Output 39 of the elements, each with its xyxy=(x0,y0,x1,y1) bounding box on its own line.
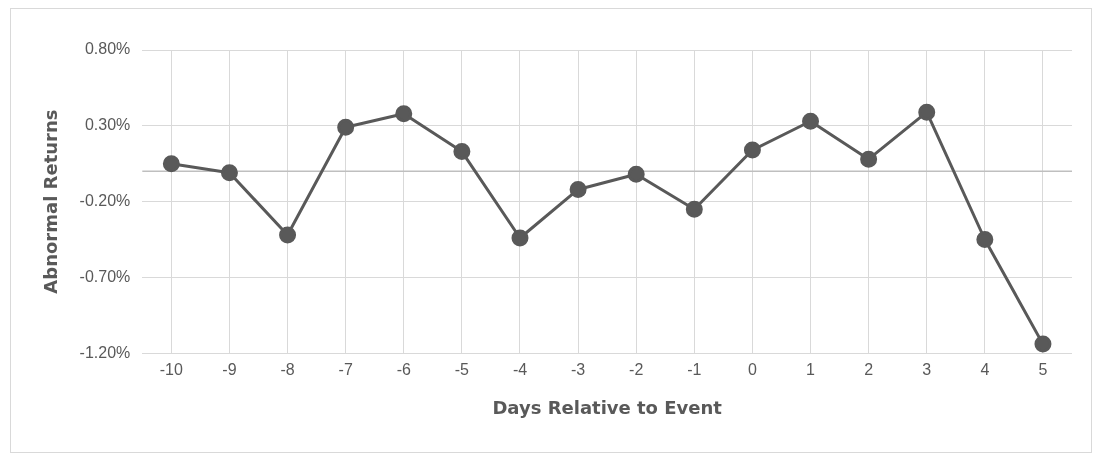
point xyxy=(220,164,238,182)
x-tick-label: -7 xyxy=(338,361,353,379)
point xyxy=(685,200,703,218)
x-tick-label: 4 xyxy=(980,361,990,379)
y-tick-label: -1.20% xyxy=(79,343,131,361)
x-tick-label: -6 xyxy=(396,361,411,379)
point xyxy=(569,180,587,198)
point xyxy=(918,103,936,121)
x-tick-label: 3 xyxy=(922,361,932,379)
y-tick-label: 0.30% xyxy=(84,116,131,134)
x-tick-label: 2 xyxy=(864,361,874,379)
y-axis-title: Abnormal Returns xyxy=(40,109,62,294)
point xyxy=(743,141,761,159)
point xyxy=(976,231,994,248)
point xyxy=(860,150,878,168)
point xyxy=(279,226,297,244)
x-axis-title: Days Relative to Event xyxy=(492,396,723,418)
point xyxy=(802,112,820,130)
x-tick-label: -10 xyxy=(159,361,184,379)
point xyxy=(337,118,355,136)
x-tick-label: 0 xyxy=(747,361,757,379)
point xyxy=(453,143,471,161)
y-tick-label: 0.80% xyxy=(84,40,131,58)
point xyxy=(162,155,180,173)
x-tick-label: -1 xyxy=(687,361,702,379)
y-tick-label: -0.20% xyxy=(79,192,131,210)
x-tick-label: 5 xyxy=(1038,361,1048,379)
point xyxy=(1034,335,1052,353)
point xyxy=(511,229,529,247)
x-tick-label: -3 xyxy=(570,361,586,379)
x-tick-label: -4 xyxy=(512,361,528,379)
x-tick-label: -5 xyxy=(454,361,470,379)
x-tick-label: -9 xyxy=(222,361,237,379)
point xyxy=(395,105,413,123)
x-tick-label: -2 xyxy=(629,361,644,379)
x-tick-label: 1 xyxy=(806,361,816,379)
point xyxy=(627,165,645,183)
y-tick-label: -0.70% xyxy=(79,267,131,285)
x-tick-label: -8 xyxy=(280,361,295,379)
